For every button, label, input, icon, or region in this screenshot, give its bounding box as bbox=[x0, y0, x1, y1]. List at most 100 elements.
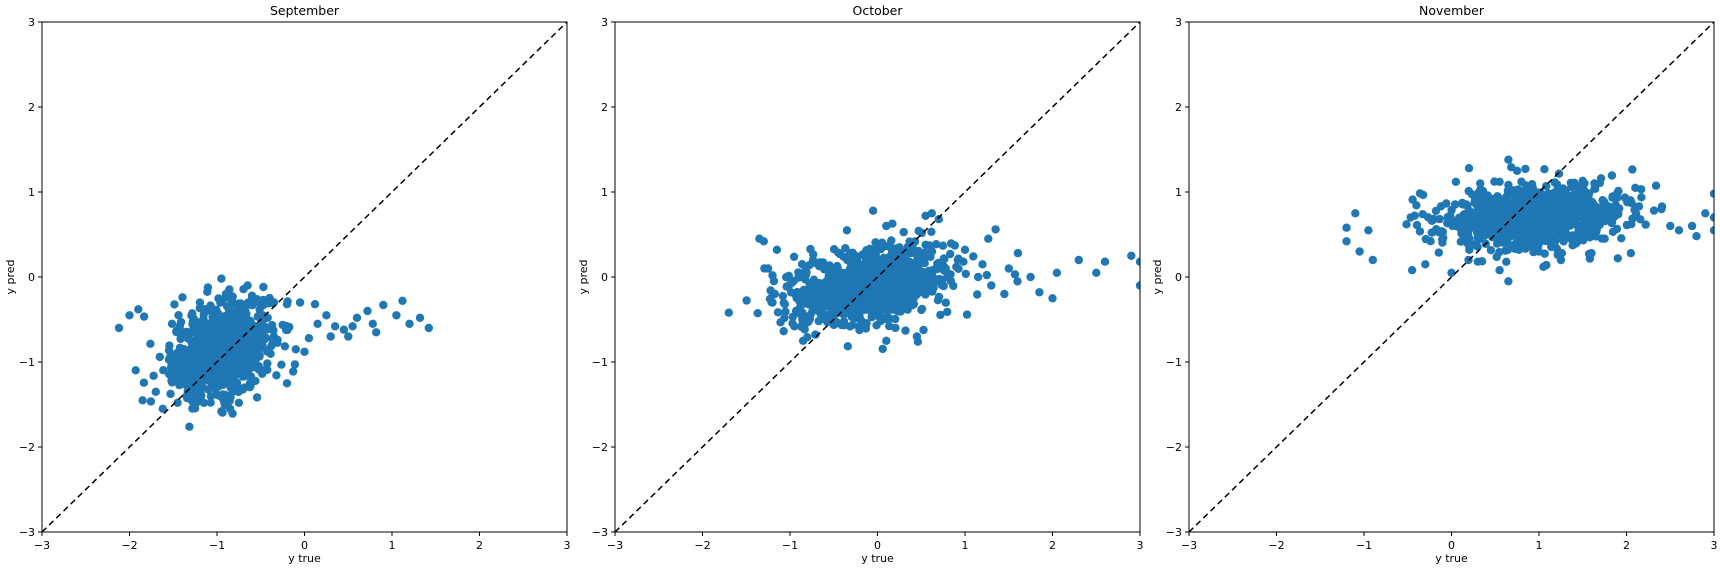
scatter-point bbox=[222, 302, 232, 311]
y-tick-label: 0 bbox=[1175, 271, 1182, 284]
scatter-point bbox=[206, 398, 215, 407]
scatter-point bbox=[908, 243, 917, 252]
scatter-point bbox=[1418, 210, 1427, 219]
scatter-point bbox=[1565, 197, 1574, 207]
scatter-point bbox=[125, 311, 134, 320]
scatter-point bbox=[818, 306, 827, 315]
scatter-point bbox=[197, 329, 206, 338]
scatter-point bbox=[1617, 234, 1626, 243]
scatter-point bbox=[1517, 232, 1526, 242]
scatter-point bbox=[1516, 220, 1525, 229]
scatter-point bbox=[146, 397, 156, 406]
scatter-point bbox=[894, 298, 903, 307]
y-tick-label: 3 bbox=[28, 16, 35, 29]
scatter-point bbox=[789, 252, 799, 261]
scatter-point bbox=[823, 265, 832, 275]
scatter-point bbox=[1447, 268, 1456, 277]
x-tick-label: 1 bbox=[962, 539, 969, 552]
scatter-point bbox=[1503, 245, 1513, 255]
scatter-point bbox=[169, 366, 179, 375]
scatter-point bbox=[1421, 260, 1430, 269]
scatter-point bbox=[195, 298, 205, 307]
scatter-point bbox=[1013, 277, 1022, 286]
scatter-point bbox=[330, 322, 340, 331]
scatter-point bbox=[941, 298, 950, 307]
scatter-point bbox=[810, 285, 819, 295]
scatter-point bbox=[801, 275, 810, 284]
x-tick-label: 3 bbox=[1711, 539, 1718, 552]
scatter-point bbox=[1649, 206, 1659, 215]
scatter-point bbox=[1407, 266, 1417, 275]
scatter-point bbox=[778, 291, 788, 301]
scatter-point bbox=[1521, 164, 1530, 174]
scatter-point bbox=[973, 272, 983, 282]
scatter-point bbox=[912, 332, 922, 341]
scatter-point bbox=[1461, 230, 1471, 239]
scatter-point bbox=[1492, 239, 1502, 248]
scatter-point bbox=[829, 320, 838, 330]
scatter-point bbox=[889, 252, 899, 261]
scatter-point bbox=[790, 322, 799, 331]
scatter-point bbox=[910, 269, 919, 278]
scatter-point bbox=[1523, 206, 1533, 216]
scatter-point bbox=[872, 302, 882, 312]
scatter-point bbox=[780, 300, 790, 309]
scatter-point bbox=[217, 407, 226, 416]
y-tick-label: 0 bbox=[28, 271, 35, 284]
scatter-point bbox=[779, 327, 788, 336]
scatter-point bbox=[304, 334, 314, 343]
scatter-point bbox=[197, 321, 207, 330]
scatter-point bbox=[1651, 181, 1661, 190]
scatter-point bbox=[243, 350, 252, 360]
scatter-point bbox=[134, 305, 143, 314]
scatter-point bbox=[871, 282, 880, 291]
scatter-point bbox=[927, 227, 936, 236]
scatter-point bbox=[826, 292, 835, 301]
scatter-point bbox=[806, 244, 815, 254]
y-tick-label: −3 bbox=[19, 526, 35, 539]
scatter-point bbox=[857, 317, 867, 326]
scatter-point bbox=[1588, 218, 1598, 228]
y-tick-label: 0 bbox=[601, 271, 608, 284]
scatter-point bbox=[1427, 228, 1437, 237]
scatter-point bbox=[845, 255, 854, 264]
scatter-point bbox=[243, 371, 253, 381]
scatter-point bbox=[1533, 243, 1542, 253]
scatter-point bbox=[1462, 218, 1471, 228]
scatter-point bbox=[1052, 268, 1062, 277]
scatter-point bbox=[258, 369, 267, 378]
scatter-point bbox=[206, 392, 216, 401]
scatter-point bbox=[886, 291, 895, 300]
scatter-point bbox=[984, 234, 993, 243]
scatter-point bbox=[937, 262, 946, 271]
scatter-point bbox=[828, 277, 837, 286]
scatter-point bbox=[205, 344, 214, 353]
scatter-point bbox=[1127, 251, 1136, 260]
scatter-point bbox=[114, 323, 124, 333]
scatter-point bbox=[1542, 182, 1551, 191]
scatter-point bbox=[788, 312, 797, 321]
scatter-point bbox=[803, 312, 812, 321]
scatter-point bbox=[171, 356, 180, 366]
scatter-point bbox=[900, 297, 910, 306]
x-tick-label: −1 bbox=[209, 539, 225, 552]
scatter-point bbox=[1355, 247, 1364, 256]
scatter-point bbox=[1351, 209, 1360, 218]
scatter-point bbox=[808, 255, 818, 264]
scatter-point bbox=[1026, 272, 1035, 282]
scatter-point bbox=[1504, 277, 1513, 286]
scatter-point bbox=[1421, 234, 1431, 244]
scatter-point bbox=[1504, 155, 1513, 164]
scatter-point bbox=[962, 310, 972, 319]
scatter-point bbox=[858, 250, 867, 259]
scatter-point bbox=[238, 385, 247, 394]
scatter-point bbox=[867, 260, 876, 269]
scatter-point bbox=[228, 292, 237, 301]
scatter-point bbox=[795, 297, 804, 306]
scatter-point bbox=[1342, 237, 1351, 246]
scatter-point bbox=[914, 226, 923, 236]
scatter-point bbox=[882, 314, 891, 324]
scatter-point bbox=[1538, 218, 1547, 227]
y-tick-label: −1 bbox=[19, 356, 35, 369]
scatter-point bbox=[213, 335, 222, 344]
